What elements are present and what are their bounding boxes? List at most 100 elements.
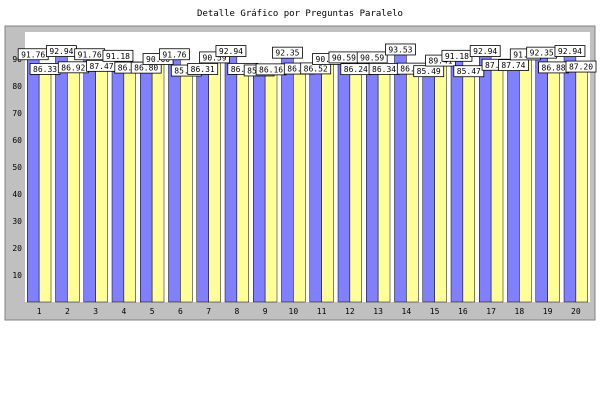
data-label-text: 91.18	[106, 52, 130, 61]
data-label-text: 86.43	[400, 65, 424, 74]
data-label-text: 86.88	[542, 63, 566, 72]
bar	[479, 50, 492, 303]
x-tick-label: 6	[178, 307, 183, 316]
bar	[264, 69, 278, 303]
data-label: 91.18	[441, 49, 473, 62]
data-label-text: 86.33	[33, 65, 57, 74]
x-tick-label: 15	[430, 307, 440, 316]
data-label-text: 92.94	[473, 47, 497, 56]
data-label-text: 90.00	[316, 55, 340, 64]
y-axis: 10 20 30 40 50 60 70 80 90	[12, 55, 22, 280]
data-label: 92.94	[469, 45, 501, 57]
x-tick-label: 10	[289, 307, 299, 316]
bar	[366, 57, 379, 303]
data-label: 86.31	[187, 63, 219, 75]
bar	[490, 64, 504, 303]
bar	[180, 70, 193, 303]
y-tick-label: 30	[12, 217, 22, 226]
bar	[309, 68, 322, 303]
data-label: 91.76	[159, 48, 190, 61]
y-tick-label: 90	[12, 55, 22, 64]
data-label: 91.76	[17, 48, 49, 61]
bar	[55, 50, 68, 303]
x-tick-label: 14	[402, 307, 412, 316]
data-label-text: 91.76	[21, 50, 45, 59]
data-label-box	[199, 51, 230, 64]
bar	[377, 68, 391, 303]
data-label: 86.16	[255, 63, 287, 76]
data-label-box	[159, 48, 190, 61]
x-tick-label: 18	[515, 307, 525, 316]
bar	[224, 50, 238, 303]
data-label-text: 92.94	[49, 47, 73, 56]
x-tick-label: 17	[486, 307, 496, 316]
data-label-text: 87.47	[90, 62, 114, 71]
x-tick-label: 5	[150, 307, 155, 316]
data-label-box	[272, 46, 303, 59]
y-tick-label: 80	[12, 82, 22, 91]
bar	[462, 70, 476, 303]
bar	[196, 68, 209, 303]
bar	[535, 52, 548, 303]
data-label-text: 86.16	[259, 65, 283, 74]
data-label-text: 85.49	[417, 67, 441, 76]
data-label: 92.94	[215, 45, 247, 57]
data-label-box	[554, 45, 586, 57]
data-label-text: 92.94	[558, 47, 582, 56]
data-label: 87.74	[498, 59, 529, 71]
data-label-text: 86.80	[134, 64, 158, 73]
data-label-text: 91.18	[445, 52, 469, 61]
bar	[38, 68, 52, 303]
x-tick-label: 1	[37, 307, 42, 316]
data-label-text: 87.74	[501, 61, 525, 70]
data-label: 91.76	[74, 48, 106, 61]
data-label: 92.94	[554, 45, 586, 57]
bar	[422, 70, 435, 303]
data-label-text: 86.52	[304, 64, 328, 73]
data-label-text: 90.59	[332, 53, 356, 62]
data-label: 92.94	[46, 45, 77, 57]
x-tick-label: 13	[373, 307, 383, 316]
y-tick-label: 70	[12, 109, 22, 118]
data-label: 87.47	[86, 59, 117, 72]
y-tick-label: 60	[12, 136, 22, 145]
data-label-box	[187, 63, 219, 75]
bar	[83, 54, 96, 303]
data-label-text: 86.31	[191, 65, 215, 74]
x-tick-label: 9	[263, 307, 268, 316]
x-tick-label: 11	[317, 307, 327, 316]
data-label-text: 86.92	[61, 63, 85, 72]
data-label: 92.35	[272, 46, 303, 59]
data-label-text: 90.00	[146, 55, 170, 64]
bar	[123, 67, 136, 303]
bar	[95, 65, 108, 303]
y-tick-label: 40	[12, 190, 22, 199]
data-label: 90.59	[356, 51, 388, 64]
data-label-box	[215, 45, 247, 57]
data-label: 90.59	[328, 51, 360, 64]
data-label-box	[385, 43, 416, 56]
data-label-text: 86.34	[372, 65, 396, 74]
bar	[519, 54, 532, 303]
data-label-text: 92.35	[530, 49, 554, 58]
bar	[253, 70, 266, 303]
data-label: 86.92	[57, 61, 89, 74]
bar	[434, 60, 447, 303]
x-axis: 1 2 3 4 5 6 7 8 9 10 11 12 13 14 15 16 17 18 19 20	[37, 307, 581, 316]
x-tick-label: 19	[543, 307, 553, 316]
x-tick-label: 8	[234, 307, 239, 316]
data-label-text: 91.70	[513, 50, 537, 59]
bar	[281, 52, 294, 303]
bar	[151, 58, 165, 303]
data-labels: 91.7686.3392.9486.9291.7687.4791.1886.82…	[17, 43, 597, 78]
bar	[208, 57, 221, 303]
bar	[349, 68, 363, 303]
data-label: 93.53	[385, 43, 416, 56]
data-label: 90.59	[199, 51, 230, 64]
bar	[450, 55, 464, 303]
data-label-text: 86.24	[344, 65, 368, 74]
bar	[67, 67, 80, 303]
data-label-text: 93.53	[388, 45, 412, 54]
x-tick-label: 20	[571, 307, 581, 316]
